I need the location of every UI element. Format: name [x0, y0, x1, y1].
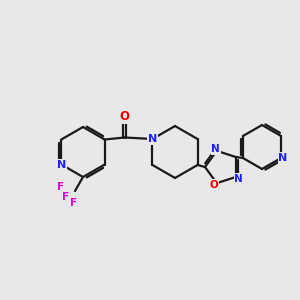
Text: N: N — [212, 144, 220, 154]
Text: F: F — [70, 198, 78, 208]
Text: N: N — [234, 174, 243, 184]
Text: F: F — [57, 182, 64, 192]
Text: N: N — [148, 134, 157, 144]
Text: O: O — [209, 180, 218, 190]
Text: N: N — [57, 160, 66, 170]
Text: F: F — [62, 192, 70, 202]
Text: N: N — [278, 153, 288, 163]
Text: O: O — [120, 110, 130, 123]
